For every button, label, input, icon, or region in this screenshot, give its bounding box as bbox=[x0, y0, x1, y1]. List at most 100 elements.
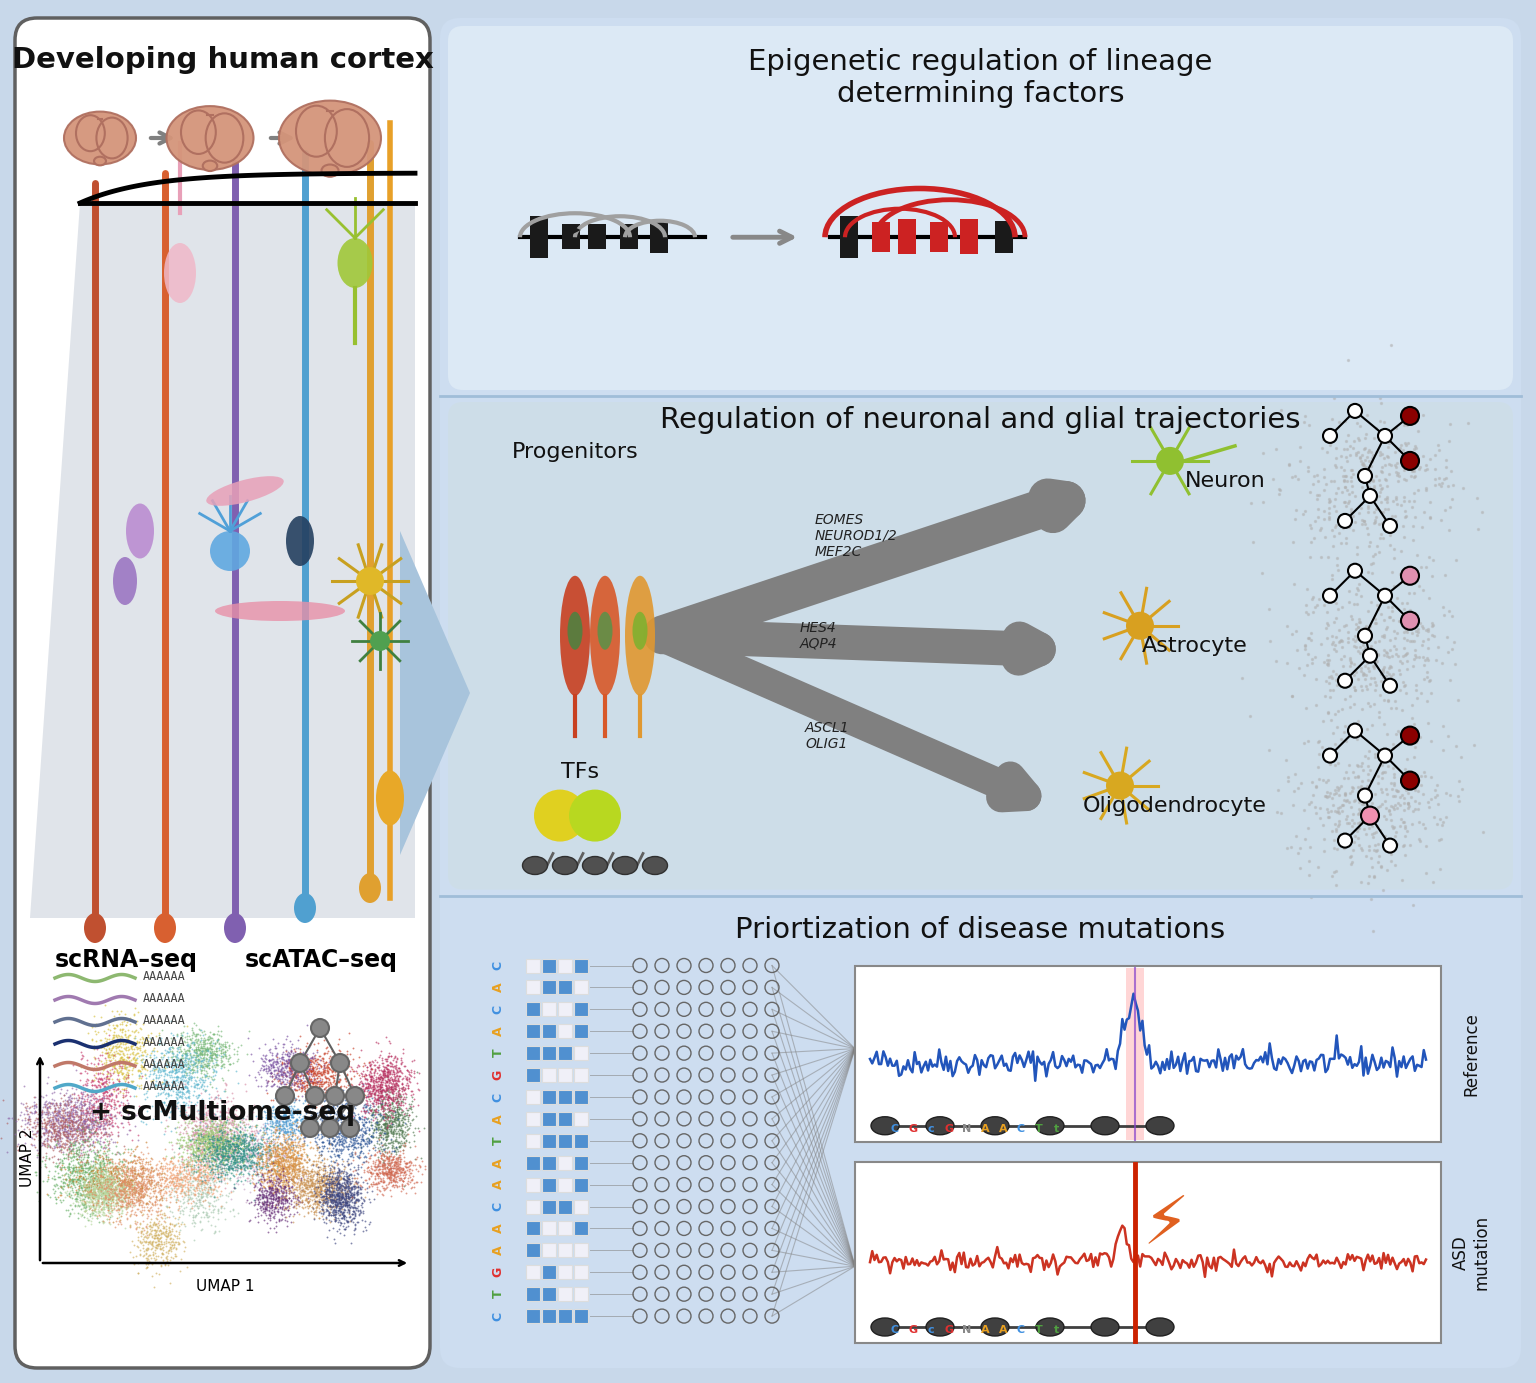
Point bbox=[187, 1023, 212, 1046]
Point bbox=[81, 1176, 106, 1198]
Text: A: A bbox=[492, 982, 504, 992]
Point bbox=[246, 1178, 270, 1200]
Point bbox=[192, 1145, 217, 1167]
Point bbox=[376, 1160, 401, 1182]
Point bbox=[249, 1142, 273, 1164]
Point bbox=[273, 1052, 298, 1075]
Point bbox=[212, 1077, 237, 1099]
Point bbox=[49, 1155, 74, 1177]
Point bbox=[339, 1232, 364, 1254]
Point bbox=[60, 1105, 84, 1127]
Point bbox=[80, 1134, 104, 1156]
Point bbox=[111, 1073, 135, 1095]
Point bbox=[333, 1182, 358, 1205]
Point bbox=[124, 1171, 149, 1194]
Point bbox=[343, 1109, 367, 1131]
Point bbox=[389, 1134, 413, 1156]
Point bbox=[195, 1158, 220, 1180]
Point bbox=[34, 1097, 58, 1119]
Point bbox=[190, 1120, 215, 1142]
Point bbox=[240, 1145, 264, 1167]
Point bbox=[212, 1043, 237, 1065]
Point bbox=[197, 1115, 221, 1137]
Ellipse shape bbox=[94, 156, 106, 166]
Point bbox=[66, 1116, 91, 1138]
Point bbox=[283, 1162, 307, 1184]
Point bbox=[316, 1181, 341, 1203]
Point bbox=[272, 1138, 296, 1160]
Point bbox=[114, 1174, 138, 1196]
Point bbox=[304, 1052, 329, 1075]
Point bbox=[264, 1086, 289, 1108]
Point bbox=[195, 1102, 220, 1124]
Point bbox=[313, 1181, 338, 1203]
Point bbox=[269, 1068, 293, 1090]
Point bbox=[227, 1142, 252, 1164]
Point bbox=[72, 1109, 97, 1131]
Point bbox=[284, 1054, 309, 1076]
Point bbox=[224, 1171, 249, 1194]
Point bbox=[75, 1099, 100, 1122]
Point bbox=[370, 1177, 395, 1199]
Point bbox=[310, 1203, 335, 1225]
Point bbox=[1409, 773, 1433, 795]
Point bbox=[141, 1057, 166, 1079]
Point bbox=[217, 1044, 241, 1066]
Point bbox=[272, 1137, 296, 1159]
Point bbox=[300, 1158, 324, 1180]
Point bbox=[40, 1109, 65, 1131]
Point bbox=[372, 1171, 396, 1194]
Point bbox=[78, 1140, 103, 1162]
Point bbox=[367, 1158, 392, 1180]
Point bbox=[157, 1090, 181, 1112]
Point bbox=[114, 1094, 138, 1116]
Point bbox=[326, 1070, 350, 1093]
Point bbox=[98, 1048, 123, 1070]
Point bbox=[167, 1082, 192, 1104]
Point bbox=[244, 1144, 269, 1166]
Point bbox=[312, 1097, 336, 1119]
Point bbox=[296, 1069, 321, 1091]
Point bbox=[339, 1209, 364, 1231]
Point bbox=[230, 1145, 255, 1167]
Polygon shape bbox=[31, 203, 415, 918]
Point bbox=[273, 1065, 298, 1087]
Point bbox=[310, 1131, 335, 1153]
Point bbox=[74, 1115, 98, 1137]
Point bbox=[313, 1176, 338, 1198]
Point bbox=[28, 1104, 52, 1126]
Point bbox=[359, 1099, 384, 1122]
Point bbox=[121, 1176, 146, 1198]
Point bbox=[309, 1199, 333, 1221]
Point bbox=[68, 1155, 92, 1177]
Point bbox=[295, 1159, 319, 1181]
Point bbox=[258, 1196, 283, 1218]
Point bbox=[35, 1135, 60, 1158]
Point bbox=[197, 1122, 221, 1144]
Point bbox=[263, 1102, 287, 1124]
Point bbox=[281, 1122, 306, 1144]
Point bbox=[249, 1170, 273, 1192]
Point bbox=[260, 1070, 284, 1093]
Point bbox=[57, 1112, 81, 1134]
Point bbox=[58, 1140, 83, 1162]
Point bbox=[65, 1123, 89, 1145]
Point bbox=[201, 1127, 226, 1149]
Bar bbox=[558, 1221, 571, 1235]
Point bbox=[117, 1184, 141, 1206]
Point bbox=[1293, 638, 1318, 660]
Point bbox=[232, 1147, 257, 1169]
Point bbox=[41, 1122, 66, 1144]
Point bbox=[1353, 780, 1378, 802]
Point bbox=[217, 1147, 241, 1169]
Point bbox=[108, 1169, 132, 1191]
Point bbox=[1401, 631, 1425, 653]
Point bbox=[155, 1224, 180, 1246]
Point bbox=[306, 1057, 330, 1079]
Point bbox=[180, 1142, 204, 1164]
Point bbox=[223, 1137, 247, 1159]
Point bbox=[166, 1163, 190, 1185]
Point bbox=[181, 1166, 206, 1188]
Point bbox=[195, 1044, 220, 1066]
Point bbox=[287, 1115, 312, 1137]
